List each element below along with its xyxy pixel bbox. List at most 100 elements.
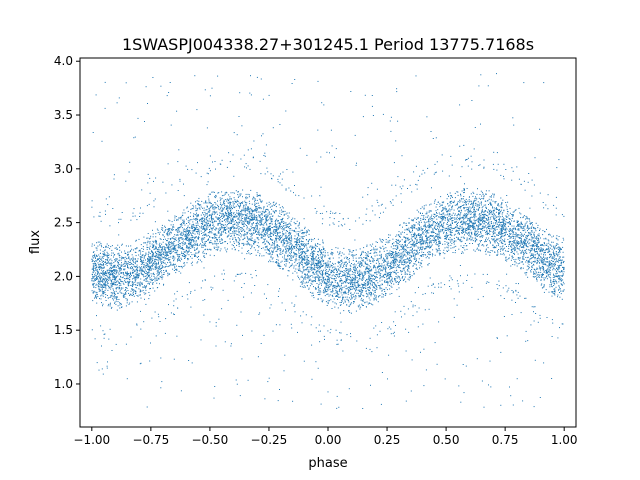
- data-point: [100, 280, 102, 282]
- data-point: [115, 288, 117, 290]
- data-point: [189, 227, 191, 229]
- data-point: [240, 229, 242, 231]
- data-point: [211, 220, 213, 222]
- data-point: [330, 328, 332, 330]
- data-point: [513, 240, 515, 242]
- data-point: [389, 279, 391, 281]
- data-point: [353, 279, 355, 281]
- data-point: [172, 264, 174, 266]
- data-point: [197, 203, 199, 205]
- data-point: [277, 256, 279, 258]
- data-point: [164, 266, 166, 268]
- data-point: [504, 228, 506, 230]
- data-point: [103, 270, 105, 272]
- data-point: [483, 197, 485, 199]
- data-point: [268, 201, 270, 203]
- data-point: [252, 216, 254, 218]
- data-point: [488, 198, 490, 200]
- data-point: [114, 276, 116, 277]
- data-point: [270, 238, 272, 239]
- data-point: [507, 225, 509, 227]
- data-point: [481, 228, 483, 230]
- data-point: [202, 246, 204, 248]
- data-point: [483, 245, 485, 247]
- data-point: [242, 189, 244, 191]
- data-point: [374, 255, 376, 257]
- data-point: [287, 215, 289, 217]
- data-point: [319, 287, 321, 289]
- data-point: [545, 251, 546, 253]
- data-point: [135, 248, 137, 250]
- data-point: [214, 233, 216, 235]
- data-point: [465, 159, 466, 161]
- data-point: [133, 249, 134, 251]
- data-point: [320, 260, 321, 262]
- data-point: [201, 221, 203, 223]
- data-point: [312, 268, 314, 270]
- data-point: [418, 252, 420, 254]
- data-point: [374, 290, 376, 291]
- data-point: [134, 266, 136, 268]
- data-point: [376, 280, 378, 282]
- data-point: [459, 218, 461, 220]
- data-point: [526, 216, 528, 218]
- data-point: [272, 261, 274, 263]
- data-point: [522, 235, 524, 237]
- data-point: [165, 257, 167, 259]
- data-point: [440, 218, 442, 220]
- data-point: [250, 248, 252, 250]
- data-point: [423, 208, 425, 210]
- data-point: [237, 230, 239, 232]
- data-point: [142, 254, 144, 256]
- data-point: [549, 274, 551, 276]
- data-point: [361, 283, 363, 285]
- data-point: [368, 287, 370, 288]
- data-point: [233, 228, 235, 230]
- data-point: [369, 288, 371, 290]
- data-point: [114, 293, 115, 294]
- data-point: [125, 290, 127, 292]
- data-point: [243, 214, 244, 216]
- data-point: [250, 292, 252, 294]
- data-point: [540, 244, 542, 245]
- data-point: [519, 257, 521, 259]
- data-point: [464, 223, 466, 224]
- data-point: [113, 295, 115, 297]
- data-point: [553, 253, 555, 255]
- data-point: [532, 244, 534, 246]
- data-point: [324, 250, 326, 252]
- data-point: [127, 254, 129, 256]
- data-point: [178, 254, 180, 256]
- data-point: [241, 252, 243, 254]
- data-point: [181, 258, 183, 260]
- data-point: [365, 306, 367, 308]
- data-point: [483, 215, 485, 217]
- data-point: [353, 269, 355, 271]
- data-point: [248, 228, 250, 230]
- data-point: [536, 278, 537, 280]
- data-point: [129, 250, 131, 252]
- data-point: [383, 294, 384, 296]
- data-point: [527, 230, 528, 232]
- data-point: [246, 202, 248, 204]
- data-point: [561, 276, 563, 277]
- data-point: [537, 246, 539, 247]
- data-point: [354, 270, 356, 272]
- data-point: [369, 260, 371, 262]
- data-point: [370, 257, 372, 258]
- data-point: [98, 276, 100, 278]
- data-point: [183, 249, 185, 251]
- data-point: [477, 298, 479, 300]
- data-point: [252, 240, 254, 242]
- data-point: [416, 267, 418, 269]
- data-point: [296, 248, 298, 249]
- data-point: [558, 247, 560, 249]
- data-point: [433, 213, 435, 215]
- data-point: [458, 233, 460, 235]
- data-point: [193, 229, 195, 231]
- data-point: [557, 239, 559, 241]
- data-point: [491, 216, 493, 218]
- data-point: [540, 253, 542, 255]
- data-point: [372, 261, 374, 263]
- data-point: [305, 262, 307, 263]
